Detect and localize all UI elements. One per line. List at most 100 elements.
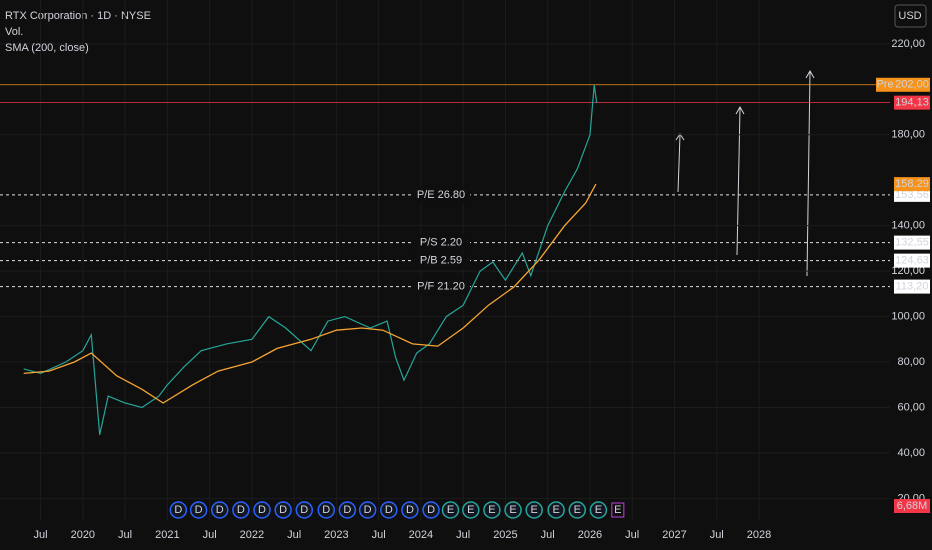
event-label: D: [258, 504, 266, 516]
x-tick-label: Jul: [118, 529, 132, 541]
price-tag: Pre: [876, 79, 893, 91]
x-tick-label: Jul: [625, 529, 639, 541]
x-tick-label: Jul: [710, 529, 724, 541]
currency-button[interactable]: [894, 4, 927, 28]
event-marker: [380, 501, 398, 519]
level-name-bg: [412, 278, 470, 295]
event-label: D: [195, 504, 203, 516]
level-label: 124,63: [895, 255, 929, 267]
level-name-bg: [412, 252, 470, 269]
y-tick-label: 220,00: [891, 38, 925, 50]
level-name-bg: [412, 186, 470, 203]
level-label: 132,55: [895, 237, 929, 249]
event-label: E: [467, 504, 474, 516]
event-label: D: [279, 504, 287, 516]
event-marker: [211, 501, 229, 519]
event-marker: [547, 501, 565, 519]
event-label: D: [300, 504, 308, 516]
volume-label: 6,68M: [897, 500, 928, 512]
currency[interactable]: USD: [898, 10, 921, 22]
event-marker: [169, 501, 188, 519]
event-marker: [504, 501, 522, 519]
level-name: P/E 26.80: [417, 189, 465, 201]
event-label: D: [237, 504, 245, 516]
volume-legend: Vol.: [5, 26, 23, 38]
price-tag-bg: [876, 77, 894, 92]
y-tick-label: 60,00: [897, 401, 925, 413]
event-label: D: [385, 504, 393, 516]
x-tick-label: Jul: [203, 529, 217, 541]
chart-title: RTX Corporation · 1D · NYSE: [5, 10, 151, 22]
level-name-bg: [412, 234, 470, 251]
volume-label-bg: [894, 499, 930, 513]
y-tick-label: 120,00: [891, 265, 925, 277]
event-label: E: [552, 504, 559, 516]
drawings: [675, 69, 815, 277]
x-tick-label: 2023: [324, 529, 348, 541]
event-label: D: [427, 504, 435, 516]
y-tick-label: 40,00: [897, 447, 925, 459]
event-label: E: [595, 504, 602, 516]
event-marker: [189, 501, 208, 519]
event-label: D: [406, 504, 414, 516]
y-tick-label: 100,00: [891, 310, 925, 322]
event-label: D: [343, 504, 351, 516]
x-tick-label: Jul: [541, 529, 555, 541]
price-label-bg: [894, 77, 930, 92]
arrow-head: [675, 133, 685, 141]
event-marker: [338, 501, 357, 519]
event-label: D: [174, 504, 182, 516]
arrow-head: [735, 105, 745, 115]
price-label-bg: [894, 95, 930, 110]
level-name: P/F 21.20: [417, 280, 465, 292]
x-tick-label: 2027: [662, 529, 686, 541]
event-label: D: [322, 504, 330, 516]
event-label: E: [488, 504, 495, 516]
future-event-marker: [611, 502, 625, 518]
x-tick-label: 2020: [71, 529, 95, 541]
level-label-bg: [894, 279, 930, 294]
event-marker: [441, 501, 460, 519]
level-label-bg: [894, 235, 930, 250]
level-name: P/B 2.59: [420, 255, 462, 267]
event-marker: [232, 501, 250, 519]
event-label: E: [447, 504, 454, 516]
event-marker: [525, 501, 543, 519]
x-tick-label: 2021: [155, 529, 179, 541]
future-event-label: E: [614, 504, 621, 516]
x-tick-label: 2022: [240, 529, 264, 541]
event-marker: [422, 501, 440, 519]
event-label: D: [364, 504, 372, 516]
x-tick-label: 2026: [578, 529, 602, 541]
level-label-bg: [894, 187, 930, 202]
price-line: [23, 84, 598, 435]
x-tick-label: 2025: [493, 529, 517, 541]
event-marker: [253, 501, 271, 519]
price-label: 202,00: [895, 79, 929, 91]
arrow: [677, 134, 681, 193]
x-tick-label: 2028: [747, 529, 771, 541]
event-marker: [358, 501, 377, 519]
level-name: P/S 2.20: [420, 237, 462, 249]
price-label-bg: [894, 177, 930, 192]
x-tick-label: 2024: [409, 529, 433, 541]
level-label: 113,20: [896, 280, 929, 292]
arrow: [806, 71, 811, 277]
x-tick-label: Jul: [34, 529, 48, 541]
event-marker: [462, 501, 480, 519]
event-marker: [317, 501, 335, 519]
event-label: E: [509, 504, 516, 516]
event-marker: [295, 501, 314, 519]
y-tick-label: 140,00: [891, 220, 925, 232]
event-label: E: [530, 504, 537, 516]
event-marker: [483, 501, 501, 519]
y-tick-label: 80,00: [897, 356, 925, 368]
x-tick-label: Jul: [456, 529, 470, 541]
legend-entry: SMA (200, close): [5, 42, 89, 54]
event-label: D: [216, 504, 224, 516]
arrow-head: [805, 69, 815, 79]
event-label: E: [574, 504, 581, 516]
arrow: [736, 107, 741, 256]
price-label: 158,29: [895, 178, 929, 190]
